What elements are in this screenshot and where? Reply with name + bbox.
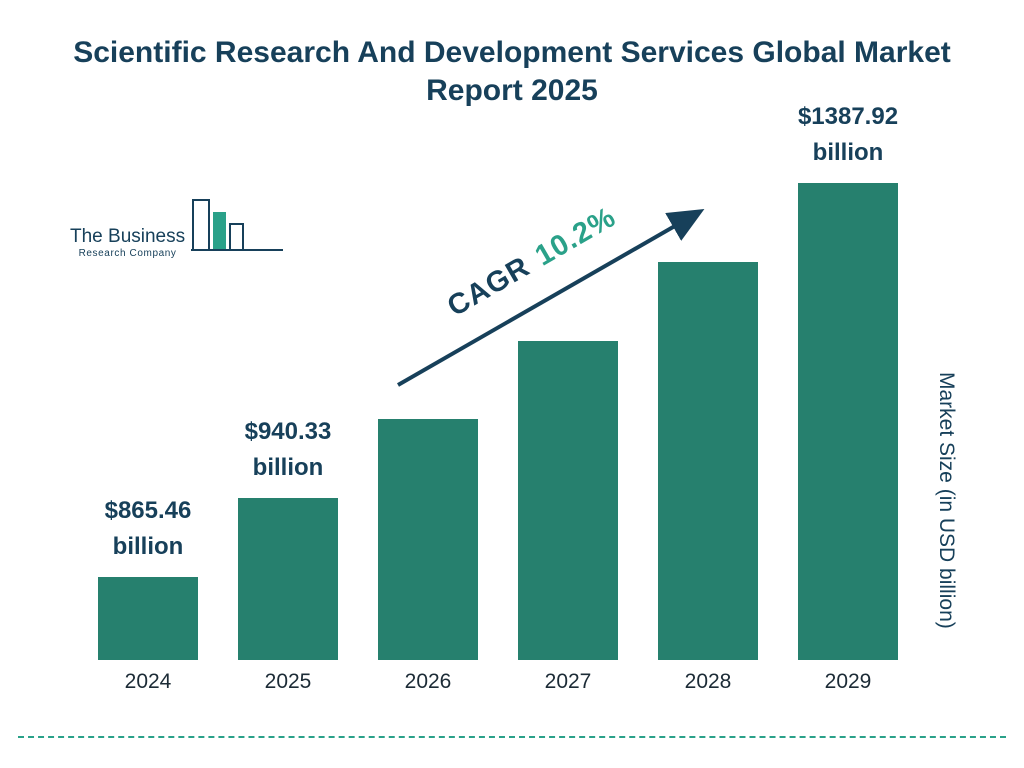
logo-line1: The Business [70, 226, 186, 247]
x-tick-2028: 2028 [684, 670, 732, 693]
bar-2024 [98, 577, 198, 660]
x-tick-2029: 2029 [824, 670, 872, 693]
bar-chart-logo-icon [191, 196, 287, 269]
x-tick-2024: 2024 [124, 670, 172, 693]
x-tick-2025: 2025 [264, 670, 312, 693]
value-label-2024: $865.46 billion [58, 493, 238, 565]
bar-2027 [518, 341, 618, 660]
y-axis-label: Market Size (in USD billion) [935, 371, 958, 629]
value-label-2029: $1387.92 billion [758, 99, 938, 171]
value-amount: $865.46 [104, 497, 192, 524]
chart-title: Scientific Research And Development Serv… [73, 36, 951, 108]
bar-2025 [238, 498, 338, 660]
x-tick-2027: 2027 [544, 670, 592, 693]
value-label-2025: $940.33 billion [198, 414, 378, 486]
logo-text: The Business Research Company [70, 226, 185, 269]
value-unit: billion [112, 533, 184, 560]
value-unit: billion [812, 139, 884, 166]
bar-2028 [658, 262, 758, 660]
value-unit: billion [252, 454, 324, 481]
bar-2026 [378, 419, 478, 660]
x-tick-2026: 2026 [404, 670, 452, 693]
logo-line2: Research Company [78, 248, 177, 259]
value-amount: $940.33 [244, 418, 332, 445]
value-amount: $1387.92 [797, 103, 899, 130]
bar-2029 [798, 183, 898, 660]
bottom-dashed-divider [18, 736, 1006, 738]
company-logo: The Business Research Company [70, 196, 287, 269]
